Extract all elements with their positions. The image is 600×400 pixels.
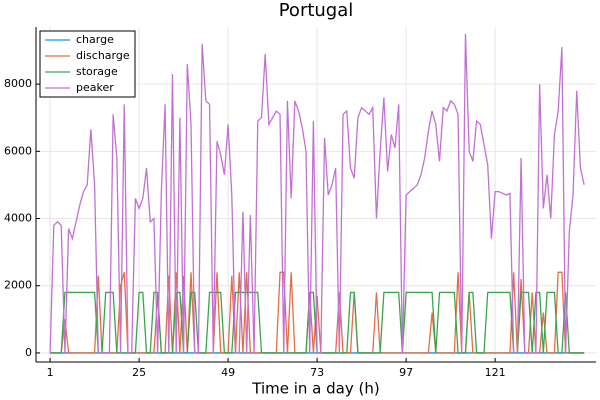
x-tick-label: 49 bbox=[221, 366, 235, 379]
legend-label: discharge bbox=[76, 49, 130, 62]
chart-title: Portugal bbox=[279, 0, 354, 21]
x-tick-label: 73 bbox=[310, 366, 324, 379]
legend-label: storage bbox=[76, 65, 118, 78]
y-tick-label: 4000 bbox=[4, 212, 32, 225]
x-axis-label: Time in a day (h) bbox=[251, 380, 379, 398]
y-tick-label: 6000 bbox=[4, 144, 32, 157]
y-tick-label: 8000 bbox=[4, 77, 32, 90]
x-tick-label: 97 bbox=[399, 366, 413, 379]
legend-label: peaker bbox=[76, 81, 114, 94]
legend-box bbox=[39, 30, 136, 98]
series-line bbox=[50, 271, 585, 354]
lines bbox=[49, 33, 585, 354]
y-tick-label: 2000 bbox=[4, 279, 32, 292]
x-tick-label: 1 bbox=[47, 366, 54, 379]
legend: charge discharge storage peaker bbox=[39, 30, 136, 98]
x-tick-label: 121 bbox=[485, 366, 506, 379]
y-tick-label: 0 bbox=[25, 346, 32, 359]
x-tick-label: 25 bbox=[132, 366, 146, 379]
series-line bbox=[49, 33, 585, 354]
legend-label: charge bbox=[76, 33, 114, 46]
